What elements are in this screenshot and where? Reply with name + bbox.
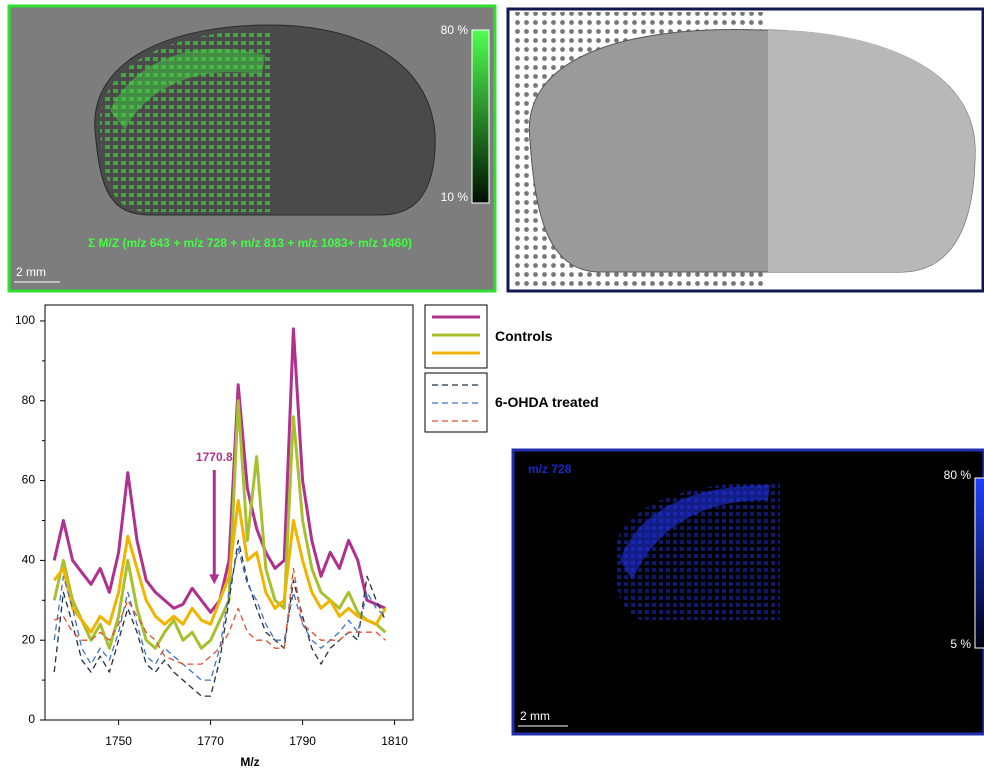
y-tick-label: 20 bbox=[22, 632, 36, 646]
legend-label: Controls bbox=[495, 328, 553, 344]
x-tick-label: 1790 bbox=[289, 734, 316, 748]
scale-bar-label: 2 mm bbox=[16, 265, 46, 279]
colorbar-max: 80 % bbox=[944, 468, 972, 482]
annotation-arrowhead bbox=[209, 574, 220, 585]
series-line bbox=[53, 567, 386, 665]
ion-label: m/z 728 bbox=[528, 462, 572, 476]
annotation-label: 1770.8 bbox=[196, 450, 233, 464]
histology-panel bbox=[506, 7, 984, 293]
y-tick-label: 100 bbox=[15, 313, 35, 327]
colorbar-max: 80 % bbox=[441, 23, 469, 37]
legend-label: 6-OHDA treated bbox=[495, 394, 599, 410]
y-tick-label: 40 bbox=[22, 553, 36, 567]
series-line bbox=[53, 499, 387, 634]
ion-image-panel: 80 % 5 % m/z 728 2 mm bbox=[511, 448, 984, 736]
scale-bar-label: 2 mm bbox=[520, 709, 550, 723]
series-line bbox=[53, 539, 386, 697]
overlay-panel: 80 % 10 % Σ M/Z (m/z 643 + m/z 728 + m/z… bbox=[7, 4, 497, 293]
colorbar-min: 5 % bbox=[950, 637, 971, 651]
x-tick-label: 1810 bbox=[381, 734, 408, 748]
x-axis-label: M/z bbox=[240, 755, 259, 769]
y-tick-label: 60 bbox=[22, 473, 36, 487]
y-tick-label: 0 bbox=[28, 712, 35, 726]
overlay-caption: Σ M/Z (m/z 643 + m/z 728 + m/z 813 + m/z… bbox=[88, 236, 412, 250]
y-tick-label: 80 bbox=[22, 393, 36, 407]
colorbar-min: 10 % bbox=[441, 190, 469, 204]
plot-frame bbox=[44, 304, 414, 721]
x-tick-label: 1750 bbox=[105, 734, 132, 748]
x-tick-label: 1770 bbox=[197, 734, 224, 748]
